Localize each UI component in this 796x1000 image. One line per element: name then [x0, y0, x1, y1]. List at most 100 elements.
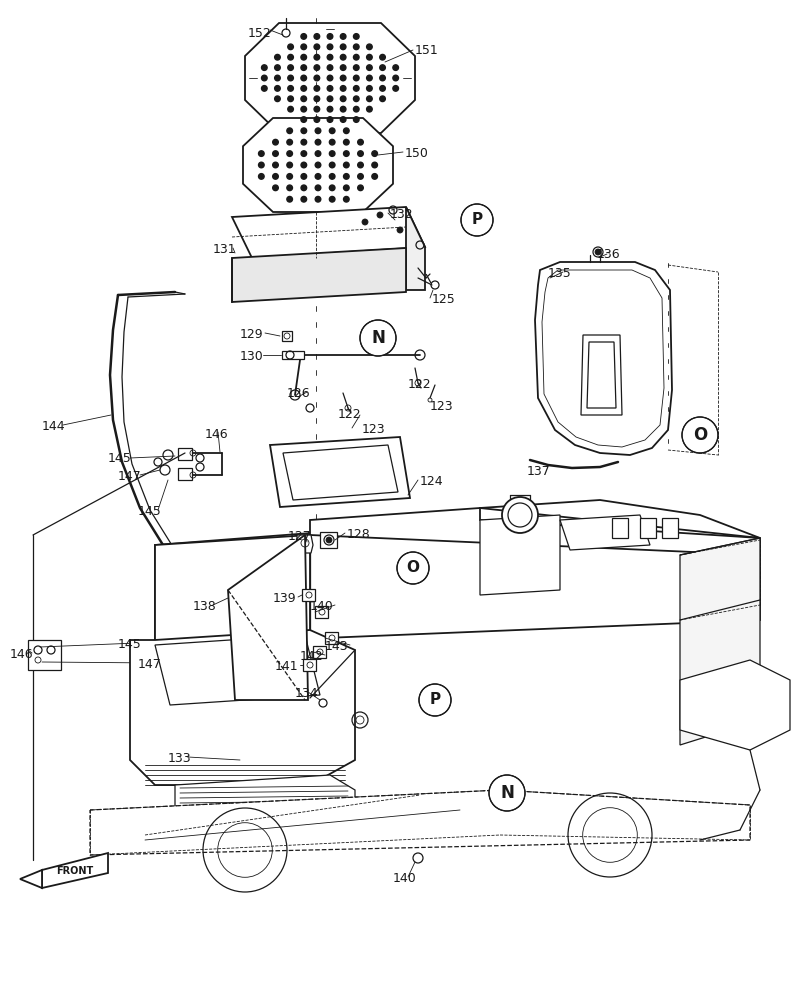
- Circle shape: [315, 196, 321, 202]
- Circle shape: [344, 151, 349, 156]
- Circle shape: [288, 86, 294, 91]
- Text: N: N: [500, 784, 514, 802]
- Text: 142: 142: [300, 650, 324, 663]
- Circle shape: [341, 65, 346, 70]
- Circle shape: [301, 54, 306, 60]
- Circle shape: [360, 320, 396, 356]
- Text: 140: 140: [393, 872, 417, 885]
- Text: 146: 146: [10, 648, 33, 661]
- Circle shape: [273, 185, 279, 191]
- Text: O: O: [407, 560, 419, 576]
- Circle shape: [419, 684, 451, 716]
- Circle shape: [287, 174, 292, 179]
- Circle shape: [275, 65, 280, 70]
- Circle shape: [330, 139, 335, 145]
- Circle shape: [301, 162, 306, 168]
- Circle shape: [367, 44, 373, 50]
- Polygon shape: [155, 535, 310, 730]
- Text: P: P: [429, 692, 440, 708]
- Circle shape: [330, 174, 335, 179]
- Circle shape: [287, 128, 292, 134]
- Text: P: P: [471, 213, 482, 228]
- Circle shape: [314, 96, 320, 102]
- Circle shape: [327, 96, 333, 102]
- Circle shape: [275, 75, 280, 81]
- Text: 134: 134: [295, 687, 318, 700]
- Text: 129: 129: [240, 328, 263, 341]
- Polygon shape: [480, 515, 560, 595]
- Circle shape: [357, 174, 363, 179]
- Circle shape: [353, 44, 359, 50]
- Text: 135: 135: [548, 267, 572, 280]
- Polygon shape: [302, 589, 315, 601]
- Circle shape: [353, 96, 359, 102]
- Text: 150: 150: [405, 147, 429, 160]
- Circle shape: [353, 75, 359, 81]
- Circle shape: [367, 106, 373, 112]
- Text: 124: 124: [420, 475, 443, 488]
- Circle shape: [314, 117, 320, 122]
- Circle shape: [315, 151, 321, 156]
- Circle shape: [682, 417, 718, 453]
- Circle shape: [489, 775, 525, 811]
- Polygon shape: [680, 660, 790, 750]
- Circle shape: [315, 139, 321, 145]
- Circle shape: [341, 75, 346, 81]
- Polygon shape: [42, 853, 108, 888]
- Circle shape: [327, 117, 333, 122]
- Polygon shape: [178, 468, 192, 480]
- Polygon shape: [320, 532, 337, 548]
- Text: 147: 147: [118, 470, 142, 483]
- Circle shape: [314, 54, 320, 60]
- Circle shape: [314, 44, 320, 50]
- Polygon shape: [662, 518, 678, 538]
- Circle shape: [393, 75, 399, 81]
- Text: 137: 137: [527, 465, 551, 478]
- Circle shape: [380, 65, 385, 70]
- Circle shape: [357, 185, 363, 191]
- Circle shape: [380, 86, 385, 91]
- Polygon shape: [28, 640, 61, 670]
- Circle shape: [301, 117, 306, 122]
- Polygon shape: [270, 437, 410, 507]
- Circle shape: [301, 34, 306, 39]
- Circle shape: [301, 174, 306, 179]
- Circle shape: [502, 497, 538, 533]
- Circle shape: [273, 162, 279, 168]
- Circle shape: [273, 151, 279, 156]
- Polygon shape: [310, 508, 760, 555]
- Circle shape: [397, 552, 429, 584]
- Circle shape: [595, 249, 601, 255]
- Circle shape: [380, 96, 385, 102]
- Polygon shape: [303, 659, 316, 671]
- Text: 122: 122: [338, 408, 361, 421]
- Circle shape: [344, 185, 349, 191]
- Text: 145: 145: [138, 505, 162, 518]
- Text: 140: 140: [310, 600, 334, 613]
- Circle shape: [344, 162, 349, 168]
- Polygon shape: [560, 515, 650, 550]
- Circle shape: [344, 139, 349, 145]
- Circle shape: [287, 162, 292, 168]
- Circle shape: [327, 54, 333, 60]
- Circle shape: [273, 174, 279, 179]
- Text: 145: 145: [108, 452, 132, 465]
- Circle shape: [288, 96, 294, 102]
- Polygon shape: [90, 790, 750, 855]
- Circle shape: [287, 196, 292, 202]
- Text: 131: 131: [213, 243, 236, 256]
- Polygon shape: [612, 518, 628, 538]
- Circle shape: [353, 65, 359, 70]
- Polygon shape: [640, 518, 656, 538]
- Text: 143: 143: [325, 640, 349, 653]
- Circle shape: [341, 44, 346, 50]
- Circle shape: [353, 54, 359, 60]
- Text: 145: 145: [118, 638, 142, 651]
- Circle shape: [287, 151, 292, 156]
- Text: 138: 138: [193, 600, 217, 613]
- Polygon shape: [228, 535, 308, 700]
- Circle shape: [315, 174, 321, 179]
- Circle shape: [327, 106, 333, 112]
- Polygon shape: [178, 448, 192, 460]
- Circle shape: [314, 106, 320, 112]
